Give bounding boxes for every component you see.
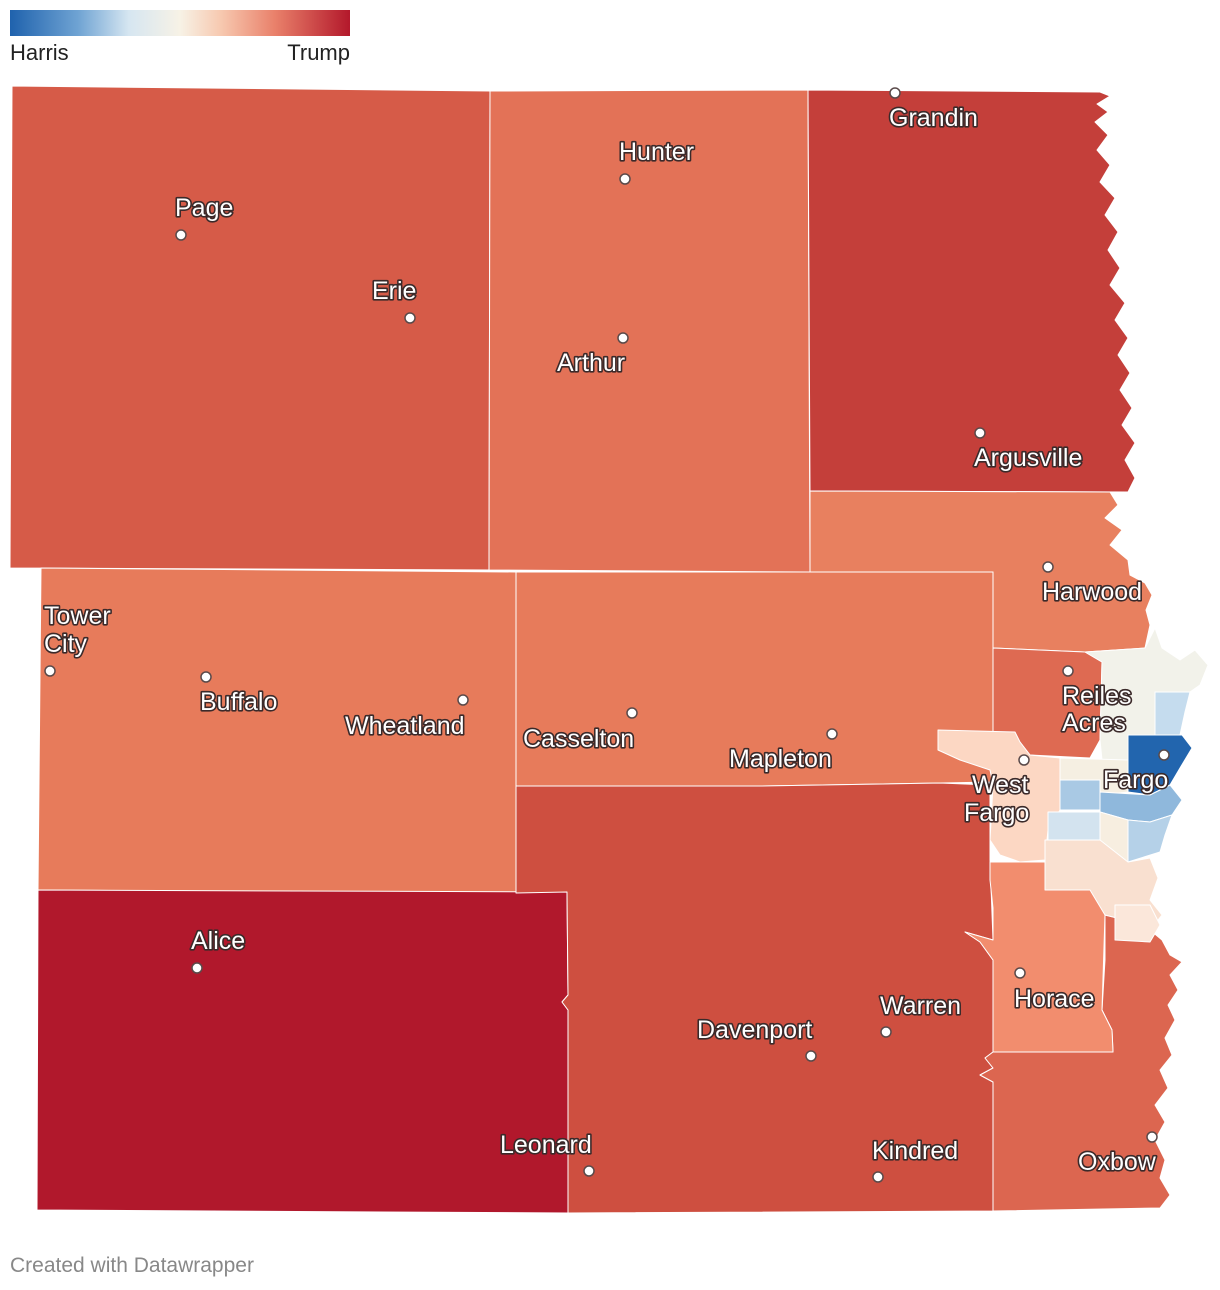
- label-tower-city-line2: City: [44, 630, 88, 658]
- region-alice[interactable]: [36, 889, 569, 1214]
- dot-page: [175, 229, 187, 241]
- label-fargo: Fargo: [1103, 766, 1168, 794]
- legend-gradient-bar: [10, 10, 350, 36]
- dot-tower-city: [44, 665, 56, 677]
- label-harwood: Harwood: [1042, 578, 1142, 606]
- dot-alice: [191, 962, 203, 974]
- label-horace: Horace: [1014, 985, 1095, 1013]
- label-warren: Warren: [880, 992, 961, 1020]
- label-oxbow: Oxbow: [1078, 1148, 1157, 1176]
- region-fargo-southeast-blue[interactable]: [1127, 814, 1173, 863]
- region-fargo-central-blue[interactable]: [1059, 779, 1101, 811]
- region-page-erie[interactable]: [9, 85, 491, 571]
- dot-kindred: [872, 1171, 884, 1183]
- label-reiles-acres-line1: Reiles: [1062, 682, 1131, 710]
- label-erie: Erie: [372, 277, 416, 305]
- region-grandin-argusville[interactable]: [807, 89, 1136, 493]
- label-grandin: Grandin: [889, 104, 978, 132]
- legend-trump-label: Trump: [287, 40, 350, 65]
- label-argusville: Argusville: [974, 444, 1082, 472]
- dot-casselton: [626, 707, 638, 719]
- dot-hunter: [619, 173, 631, 185]
- label-leonard: Leonard: [500, 1131, 592, 1159]
- region-fargo-south-blue[interactable]: [1047, 811, 1101, 841]
- dot-wheatland: [457, 694, 469, 706]
- label-alice: Alice: [191, 927, 245, 955]
- dot-davenport: [805, 1050, 817, 1062]
- label-arthur: Arthur: [557, 349, 625, 377]
- dot-warren: [880, 1026, 892, 1038]
- legend-harris-label: Harris: [10, 40, 69, 65]
- label-wheatland: Wheatland: [345, 712, 465, 740]
- dot-mapleton: [826, 728, 838, 740]
- dot-reiles-acres: [1062, 665, 1074, 677]
- dot-buffalo: [200, 671, 212, 683]
- label-davenport: Davenport: [697, 1016, 812, 1044]
- dot-arthur: [617, 332, 629, 344]
- dot-oxbow: [1146, 1131, 1158, 1143]
- label-reiles-acres-line2: Acres: [1062, 709, 1126, 737]
- label-west-fargo-line1: West: [972, 771, 1029, 799]
- region-south-fargo-2[interactable]: [1114, 904, 1161, 943]
- city-labels: Page Erie Hunter Arthur Grandin Argusvil…: [42, 102, 1170, 1177]
- dot-grandin: [889, 87, 901, 99]
- label-casselton: Casselton: [523, 725, 634, 753]
- datawrapper-credit[interactable]: Created with Datawrapper: [10, 1254, 254, 1277]
- dot-erie: [404, 312, 416, 324]
- city-dots: [44, 87, 1170, 1183]
- label-kindred: Kindred: [872, 1137, 958, 1165]
- dot-horace: [1014, 967, 1026, 979]
- dot-fargo: [1158, 749, 1170, 761]
- label-page: Page: [175, 194, 233, 222]
- region-west-fargo[interactable]: [937, 729, 1061, 863]
- region-oxbow[interactable]: [979, 914, 1183, 1212]
- label-mapleton: Mapleton: [729, 745, 832, 773]
- label-west-fargo-line2: Fargo: [964, 799, 1029, 827]
- region-horace[interactable]: [964, 861, 1114, 1053]
- dot-leonard: [583, 1165, 595, 1177]
- dot-argusville: [974, 427, 986, 439]
- dot-harwood: [1042, 561, 1054, 573]
- label-tower-city-line1: Tower: [44, 602, 111, 630]
- dot-west-fargo: [1018, 754, 1030, 766]
- color-legend: Harris Trump: [10, 10, 350, 65]
- region-north-fargo-blue[interactable]: [1154, 691, 1191, 736]
- label-hunter: Hunter: [619, 138, 694, 166]
- label-buffalo: Buffalo: [200, 688, 277, 716]
- region-downtown-fargo[interactable]: [1127, 734, 1193, 796]
